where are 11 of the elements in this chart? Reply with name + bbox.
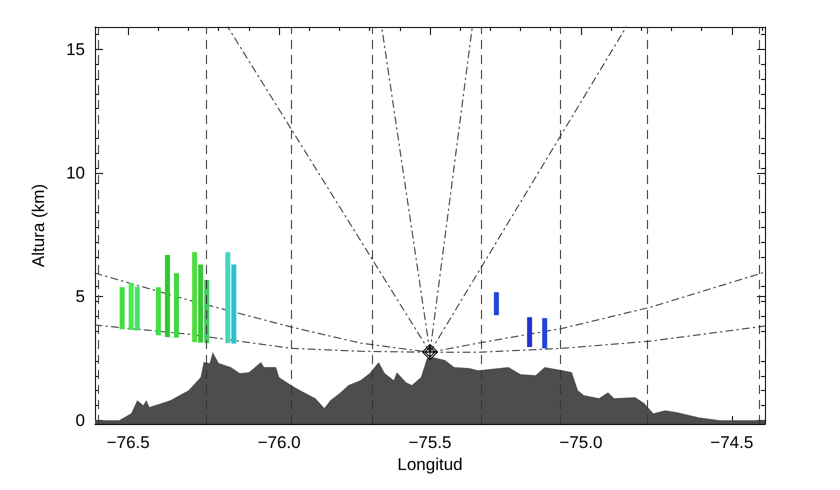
y-tick-label: 10 — [66, 163, 85, 182]
y-axis-title: Altura (km) — [29, 184, 48, 268]
y-tick-label: 0 — [76, 410, 85, 430]
x-axis-title: Longitud — [397, 454, 463, 474]
x-tick-label: −75.5 — [408, 433, 452, 452]
x-tick-label: −76.0 — [258, 433, 301, 452]
x-tick-label: −75.0 — [559, 433, 602, 452]
x-tick-label: −74.5 — [710, 433, 754, 452]
y-tick-label: 5 — [76, 287, 85, 306]
x-tick-label: −76.5 — [106, 433, 150, 452]
y-tick-label: 15 — [66, 40, 85, 59]
